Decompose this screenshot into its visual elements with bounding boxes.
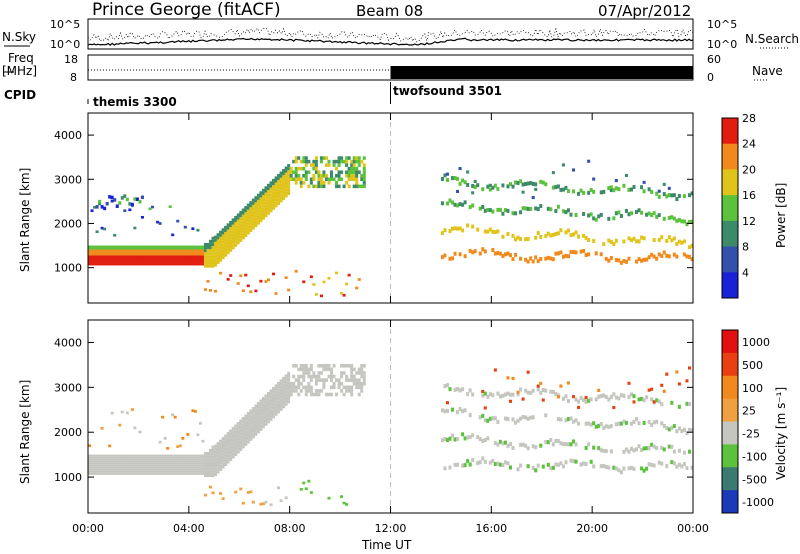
- x-axis-label: Time UT: [362, 538, 412, 552]
- station-title: Prince George (fitACF): [92, 0, 281, 20]
- nave-tick-top: 60: [707, 53, 721, 66]
- y-tick-label: 3000: [54, 173, 82, 186]
- nsky-panel: [87, 18, 694, 50]
- colorbar-segment: [722, 421, 738, 445]
- y-tick-label: 1000: [54, 471, 82, 484]
- colorbar-segment: [722, 195, 738, 222]
- x-tick-label: 20:00: [576, 522, 608, 535]
- colorbar-segment: [722, 375, 738, 400]
- colorbar-segment: [722, 330, 738, 354]
- colorbar-tick-label: 25: [742, 405, 756, 418]
- nsky-trace: [87, 37, 694, 46]
- colorbar-segment: [722, 398, 738, 422]
- cpid-label: CPID: [4, 88, 37, 102]
- cpid-segment-2: twofsound 3501: [393, 84, 502, 98]
- colorbar-tick-label: 24: [742, 138, 756, 151]
- colorbar-segment: [722, 143, 738, 170]
- nave-label: Nave: [752, 64, 783, 78]
- x-tick-label: 12:00: [375, 522, 407, 535]
- colorbar-tick-label: -500: [742, 473, 767, 486]
- colorbar-tick-label: 8: [742, 241, 749, 254]
- nsky-label: N.Sky: [2, 30, 37, 44]
- colorbar-tick-label: -100: [742, 450, 767, 463]
- heatmap-cells-power: [88, 156, 694, 298]
- x-tick-label: 08:00: [274, 522, 306, 535]
- velocity-colorbar-label: Velocity [m s⁻¹]: [774, 386, 788, 480]
- colorbar-segment: [722, 118, 738, 145]
- colorbar-tick-label: 100: [742, 382, 763, 395]
- y-tick-label: 1000: [54, 262, 82, 275]
- power-colorbar-label: Power [dB]: [774, 182, 788, 248]
- freq-tick-top: 18: [64, 53, 78, 66]
- colorbar-tick-label: -1000: [742, 496, 774, 509]
- colorbar-segment: [722, 490, 738, 514]
- nsky-tick-top: 10^5: [50, 18, 81, 31]
- y-tick-label: 4000: [54, 129, 82, 142]
- freq-unit-label: [MHz]: [2, 64, 38, 78]
- colorbar-frame: [721, 117, 739, 299]
- freq-tick-bottom: 8: [70, 71, 77, 84]
- y-tick-label: 2000: [54, 217, 82, 230]
- nave-tick-bottom: 0: [707, 71, 714, 84]
- x-tick-label: 00:00: [72, 522, 104, 535]
- x-tick-label: 00:00: [677, 522, 709, 535]
- nsearch-label: N.Search: [745, 32, 800, 46]
- colorbar-segment: [722, 246, 738, 273]
- y-tick-label: 2000: [54, 426, 82, 439]
- x-tick-label: 04:00: [173, 522, 205, 535]
- colorbar-segment: [722, 169, 738, 196]
- colorbar-tick-label: 16: [742, 189, 756, 202]
- freq-label: Freq: [8, 51, 34, 65]
- colorbar-tick-label: 4: [742, 266, 749, 279]
- colorbar-segment: [722, 467, 738, 491]
- colorbar-tick-label: 500: [742, 359, 763, 372]
- nsearch-tick-bottom: 10^0: [707, 38, 738, 51]
- colorbar-segment: [722, 444, 738, 468]
- x-tick-label: 16:00: [475, 522, 507, 535]
- colorbar-segment: [722, 352, 738, 377]
- colorbar-segment: [722, 272, 738, 299]
- date-title: 07/Apr/2012: [598, 2, 692, 20]
- y-tick-label: 3000: [54, 381, 82, 394]
- cpid-segment-1: themis 3300: [93, 95, 177, 109]
- colorbar-tick-label: 20: [742, 163, 756, 176]
- colorbar-tick-label: 28: [742, 112, 756, 125]
- beam-title: Beam 08: [356, 2, 424, 20]
- colorbar-segment: [722, 220, 738, 248]
- colorbar-tick-label: 12: [742, 215, 756, 228]
- colorbar-tick-label: 1000: [742, 336, 770, 349]
- colorbar-tick-label: -25: [742, 428, 760, 441]
- nave-block: [390, 66, 693, 79]
- nsky-tick-bottom: 10^0: [50, 38, 81, 51]
- heatmap-cells-velocity: [88, 363, 694, 507]
- colorbar-frame: [721, 329, 739, 514]
- velocity-panel-ylabel: Slant Range [km]: [18, 379, 32, 484]
- nsearch-tick-top: 10^5: [707, 18, 738, 31]
- y-tick-label: 4000: [54, 336, 82, 349]
- nsearch-trace: [87, 27, 694, 43]
- power-panel-ylabel: Slant Range [km]: [18, 167, 32, 272]
